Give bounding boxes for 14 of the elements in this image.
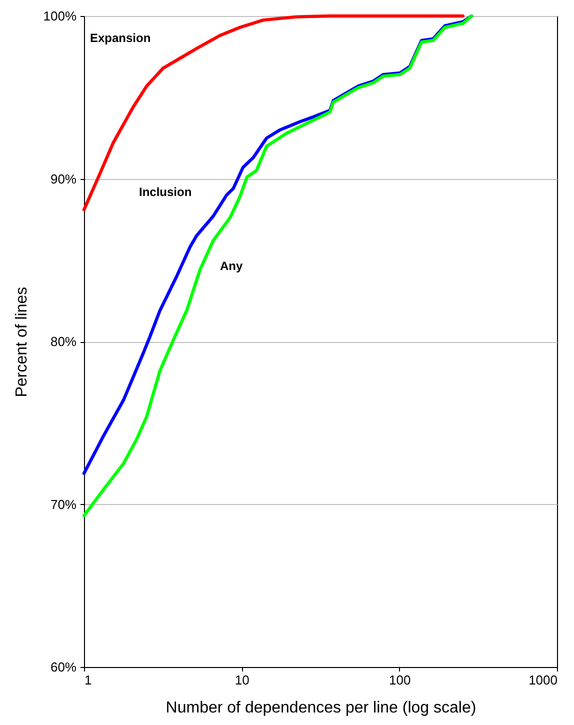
y-tick-label: 80% <box>50 334 77 349</box>
x-tick-label: 1000 <box>528 672 558 688</box>
x-axis-title: Number of dependences per line (log scale) <box>166 700 476 716</box>
series-label: Any <box>220 259 243 273</box>
x-tick-label: 100 <box>388 672 411 688</box>
x-tick-label: 10 <box>234 672 250 688</box>
y-tick-label: 90% <box>50 171 77 186</box>
y-axis-title: Percent of lines <box>13 286 30 398</box>
text: Expansion <box>90 31 151 45</box>
y-tick-label: 100% <box>43 8 77 24</box>
y-tick-label: 70% <box>50 496 77 512</box>
text: Inclusion <box>139 185 192 199</box>
y-tick-label: 60% <box>50 660 77 674</box>
x-tick-label: 1 <box>84 672 92 688</box>
